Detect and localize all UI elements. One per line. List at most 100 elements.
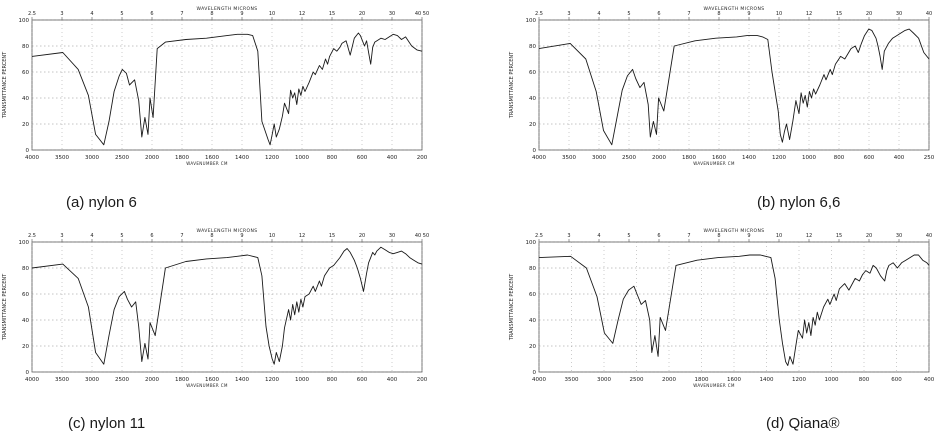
y-tick-label: 20 [22, 344, 29, 350]
x-tick-label: 400 [924, 377, 935, 383]
caption-nylon-6: (a) nylon 6 [66, 194, 137, 211]
top-tick-label: 3 [60, 233, 63, 239]
x-tick-label: 4000 [25, 155, 39, 161]
top-tick-label: 6 [150, 11, 153, 17]
y-tick-label: 0 [533, 370, 537, 376]
x-tick-label: 400 [387, 155, 398, 161]
top-tick-label: 2.5 [535, 233, 543, 239]
top-tick-label: 3 [567, 11, 570, 17]
x-tick-label: 3500 [562, 155, 576, 161]
x-tick-label: 800 [327, 155, 338, 161]
top-tick-label: 30 [896, 233, 902, 239]
y-tick-label: 60 [529, 292, 536, 298]
x-tick-label: 1600 [205, 377, 219, 383]
y-tick-label: 20 [529, 344, 536, 350]
top-tick-label: 20 [866, 233, 872, 239]
top-tick-label: 3 [60, 11, 63, 17]
x-tick-label: 1400 [235, 377, 249, 383]
top-tick-label: 8 [210, 233, 213, 239]
top-tick-label: 15 [836, 11, 842, 17]
top-tick-label: 12 [806, 233, 812, 239]
x-tick-label: 1400 [742, 155, 756, 161]
plot-frame [31, 241, 423, 373]
top-tick-label: 6 [150, 233, 153, 239]
top-tick-label: 40 [926, 11, 932, 17]
top-tick-label: 12 [299, 233, 305, 239]
y-tick-label: 20 [22, 122, 29, 128]
x-tick-label: 600 [357, 377, 368, 383]
y-tick-label: 80 [529, 266, 536, 272]
x-tick-label: 200 [417, 377, 428, 383]
top-tick-label: 7 [687, 11, 690, 17]
top-tick-label: 7 [180, 11, 183, 17]
top-tick-label: 30 [389, 11, 395, 17]
top-tick-label: 30 [389, 233, 395, 239]
x-tick-label: 4000 [532, 377, 546, 383]
top-tick-label: 5 [120, 233, 123, 239]
x-tick-label: 1400 [760, 377, 774, 383]
y-axis-label: TRANSMITTANCE PERCENT [2, 273, 8, 341]
top-tick-label: 40 [926, 233, 932, 239]
chart-title: WAVELENGTH MICRONS [197, 228, 258, 234]
y-tick-label: 80 [529, 44, 536, 50]
x-tick-label: 2500 [115, 377, 129, 383]
plot-frame [31, 19, 423, 151]
top-tick-label: 4 [597, 11, 600, 17]
y-tick-label: 100 [19, 240, 30, 246]
x-tick-label: 400 [894, 155, 905, 161]
spectrum-panel-nylon-6: 100 80 60 40 20 0 4000 3500 3000 2500 2000 1800 1600… [0, 2, 429, 166]
top-tick-label: 40 50 [415, 233, 429, 239]
top-tick-label: 9 [747, 233, 750, 239]
top-tick-label: 9 [747, 11, 750, 17]
x-tick-label: 3000 [85, 377, 99, 383]
top-tick-label: 7 [687, 233, 690, 239]
x-tick-label: 200 [417, 155, 428, 161]
x-tick-label: 1800 [695, 377, 709, 383]
x-tick-label: 1000 [825, 377, 839, 383]
top-tick-label: 12 [299, 11, 305, 17]
x-tick-label: 3000 [597, 377, 611, 383]
x-axis-label: WAVENUMBER CM [186, 161, 228, 166]
x-tick-label: 1400 [235, 155, 249, 161]
top-tick-label: 2.5 [28, 233, 36, 239]
x-tick-label: 1200 [265, 377, 279, 383]
x-tick-label: 1800 [175, 377, 189, 383]
caption-qiana: (d) Qiana® [766, 415, 840, 432]
chart-title: WAVELENGTH MICRONS [704, 6, 765, 12]
top-tick-label: 12 [806, 11, 812, 17]
x-tick-label: 1800 [175, 155, 189, 161]
top-tick-label: 15 [329, 11, 335, 17]
x-tick-label: 1200 [265, 155, 279, 161]
top-tick-label: 8 [717, 11, 720, 17]
top-tick-label: 8 [717, 233, 720, 239]
spectrum-line [31, 32, 423, 146]
x-tick-label: 3000 [592, 155, 606, 161]
y-tick-label: 0 [26, 148, 30, 154]
x-tick-label: 600 [357, 155, 368, 161]
spectrum-panel-nylon-11: 100 80 60 40 20 0 4000 3500 3000 2500 2000 1800 1600… [0, 224, 429, 388]
top-tick-label: 40 50 [415, 11, 429, 17]
x-tick-label: 800 [327, 377, 338, 383]
x-tick-label: 3500 [55, 377, 69, 383]
x-tick-label: 600 [864, 155, 875, 161]
spectrum-panel-qiana: 100 80 60 40 20 0 4000 3500 3000 2500 2000 1800 1600… [507, 224, 935, 388]
top-tick-label: 2.5 [535, 11, 543, 17]
top-tick-label: 20 [866, 11, 872, 17]
x-tick-label: 4000 [25, 377, 39, 383]
top-tick-label: 6 [657, 11, 660, 17]
top-tick-label: 10 [269, 233, 275, 239]
top-tick-label: 4 [90, 233, 93, 239]
top-tick-label: 5 [120, 11, 123, 17]
top-tick-label: 9 [240, 11, 243, 17]
x-tick-label: 2000 [662, 377, 676, 383]
x-tick-label: 2000 [652, 155, 666, 161]
top-tick-label: 9 [240, 233, 243, 239]
top-tick-label: 10 [776, 11, 782, 17]
spectrum-line [31, 246, 423, 365]
x-tick-label: 1600 [712, 155, 726, 161]
chart-title: WAVELENGTH MICRONS [704, 228, 765, 234]
x-tick-label: 2000 [145, 155, 159, 161]
caption-nylon-66: (b) nylon 6,6 [757, 194, 841, 211]
y-tick-label: 0 [26, 370, 30, 376]
